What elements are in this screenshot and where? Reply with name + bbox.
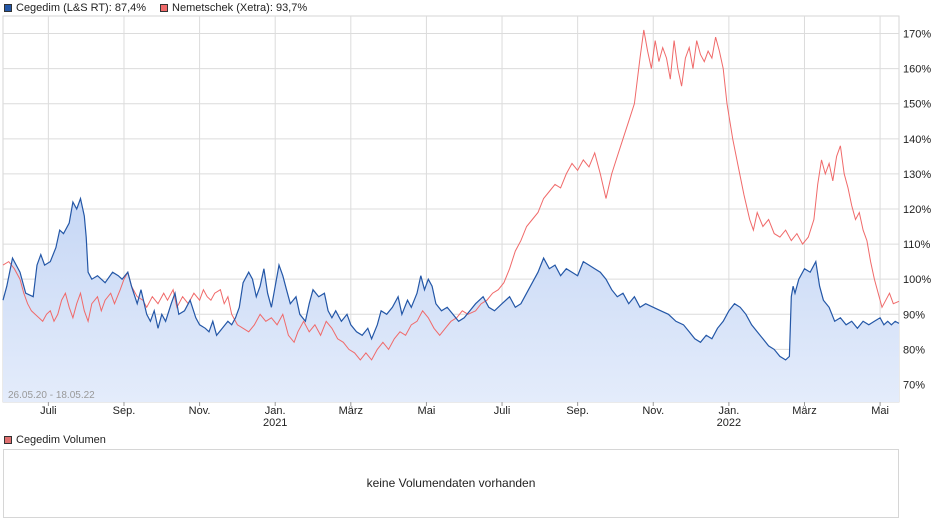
y-tick-label: 70%: [903, 379, 925, 391]
y-tick-label: 150%: [903, 99, 931, 111]
x-tick-label: Mai: [871, 405, 889, 417]
x-tick-label: Nov.: [189, 405, 211, 417]
nemetschek-swatch: [160, 4, 169, 12]
x-tick-label: März: [792, 405, 816, 417]
x-tick-label: Juli: [494, 405, 511, 417]
main-legend: Cegedim (L&S RT): 87,4% Nemetschek (Xetr…: [4, 1, 307, 15]
y-tick-label: 90%: [903, 309, 925, 321]
y-axis: 70% 80% 90% 100% 110% 120% 130% 140% 150% 160% 170…: [903, 29, 931, 392]
x-tick-label: Juli: [40, 405, 57, 417]
x-tick-label: Sep.: [113, 405, 136, 417]
volume-panel: keine Volumendaten vorhanden: [3, 449, 899, 518]
y-tick-label: 160%: [903, 64, 931, 76]
series-layer: [2, 29, 900, 402]
x-tick-label: Jan.: [265, 405, 286, 417]
date-range-label: 26.05.20 - 18.05.22: [8, 390, 95, 401]
y-tick-label: 130%: [903, 169, 931, 181]
x-year-label: 2021: [263, 417, 287, 429]
x-tick-label: Mai: [418, 405, 436, 417]
y-tick-label: 140%: [903, 134, 931, 146]
y-tick-label: 120%: [903, 204, 931, 216]
legend-item-nemetschek[interactable]: Nemetschek (Xetra): 93,7%: [160, 2, 307, 14]
legend-label-cegedim: Cegedim (L&S RT): 87,4%: [16, 2, 147, 14]
y-tick-label: 110%: [903, 239, 931, 251]
cegedim-area: [3, 198, 899, 402]
cegedim-swatch: [4, 4, 12, 12]
x-tick-label: Sep.: [566, 405, 589, 417]
cegedim-line[interactable]: [2, 196, 900, 361]
volume-legend[interactable]: Cegedim Volumen: [4, 434, 106, 446]
legend-label-nemetschek: Nemetschek (Xetra): 93,7%: [172, 2, 308, 14]
legend-item-cegedim[interactable]: Cegedim (L&S RT): 87,4%: [4, 2, 146, 14]
volume-legend-label: Cegedim Volumen: [16, 434, 106, 446]
x-tick-label: Nov.: [642, 405, 664, 417]
volume-empty-message: keine Volumendaten vorhanden: [366, 476, 536, 490]
y-tick-label: 80%: [903, 344, 925, 356]
price-chart[interactable]: 70% 80% 90% 100% 110% 120% 130% 140% 150% 160% 170…: [0, 0, 940, 434]
y-tick-label: 100%: [903, 274, 931, 286]
volume-swatch: [4, 436, 12, 444]
x-tick-label: März: [339, 405, 363, 417]
x-tick-label: Jan.: [718, 405, 739, 417]
x-year-label: 2022: [717, 417, 741, 429]
y-tick-label: 170%: [903, 29, 931, 41]
